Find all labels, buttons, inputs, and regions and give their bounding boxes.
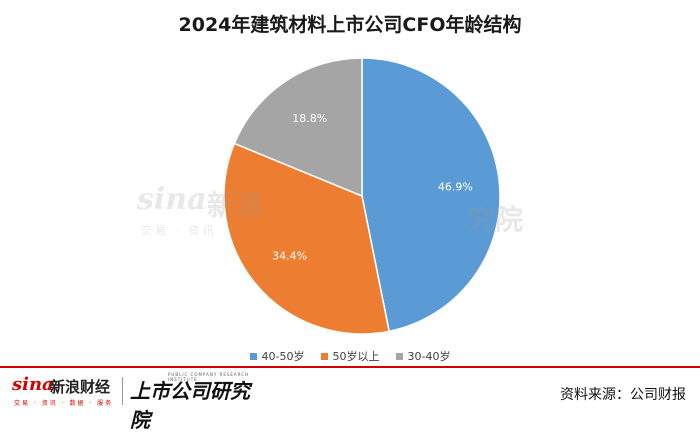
legend-swatch-2: [395, 352, 403, 360]
legend-label-1: 50岁以上: [332, 350, 380, 363]
chart-title: 2024年建筑材料上市公司CFO年龄结构: [178, 14, 522, 36]
sina-finance-logo: sina 新浪财经 交易 · 资讯 · 数据 · 服务: [12, 372, 127, 412]
chart-legend: 40-50岁 50岁以上 30-40岁: [0, 348, 700, 364]
legend-item-1: 50岁以上: [320, 348, 380, 364]
research-institute-name: 上市公司研究院: [130, 379, 250, 432]
legend-swatch-0: [249, 352, 257, 360]
pie-slice-1: [223, 142, 390, 335]
legend-item-0: 40-50岁: [249, 348, 305, 364]
pie-slice-label-2: 18.8%: [292, 112, 327, 125]
data-source: 资料来源：公司财报: [560, 387, 686, 403]
sina-wordmark: sina: [12, 374, 54, 395]
legend-item-2: 30-40岁: [395, 348, 451, 364]
sina-finance-name: 新浪财经: [50, 378, 111, 396]
legend-swatch-1: [320, 352, 328, 360]
pie-slice-2: [233, 57, 363, 198]
pie-chart: 46.9% 34.4% 18.8%: [223, 57, 501, 335]
pie-slice-0: [361, 57, 501, 333]
footer-divider: [0, 366, 700, 368]
research-institute-tagline: PUBLIC COMPANY RESEARCH INSTITUTE: [168, 372, 250, 382]
pie-slice-label-0: 46.9%: [438, 181, 473, 194]
legend-label-0: 40-50岁: [261, 350, 305, 363]
legend-label-2: 30-40岁: [407, 350, 451, 363]
logo-divider: [122, 377, 123, 405]
research-institute-logo: 上市公司研究院 PUBLIC COMPANY RESEARCH INSTITUT…: [130, 372, 250, 432]
pie-slice-label-1: 34.4%: [272, 250, 307, 263]
sina-finance-tagline: 交易 · 资讯 · 数据 · 服务: [14, 400, 114, 407]
